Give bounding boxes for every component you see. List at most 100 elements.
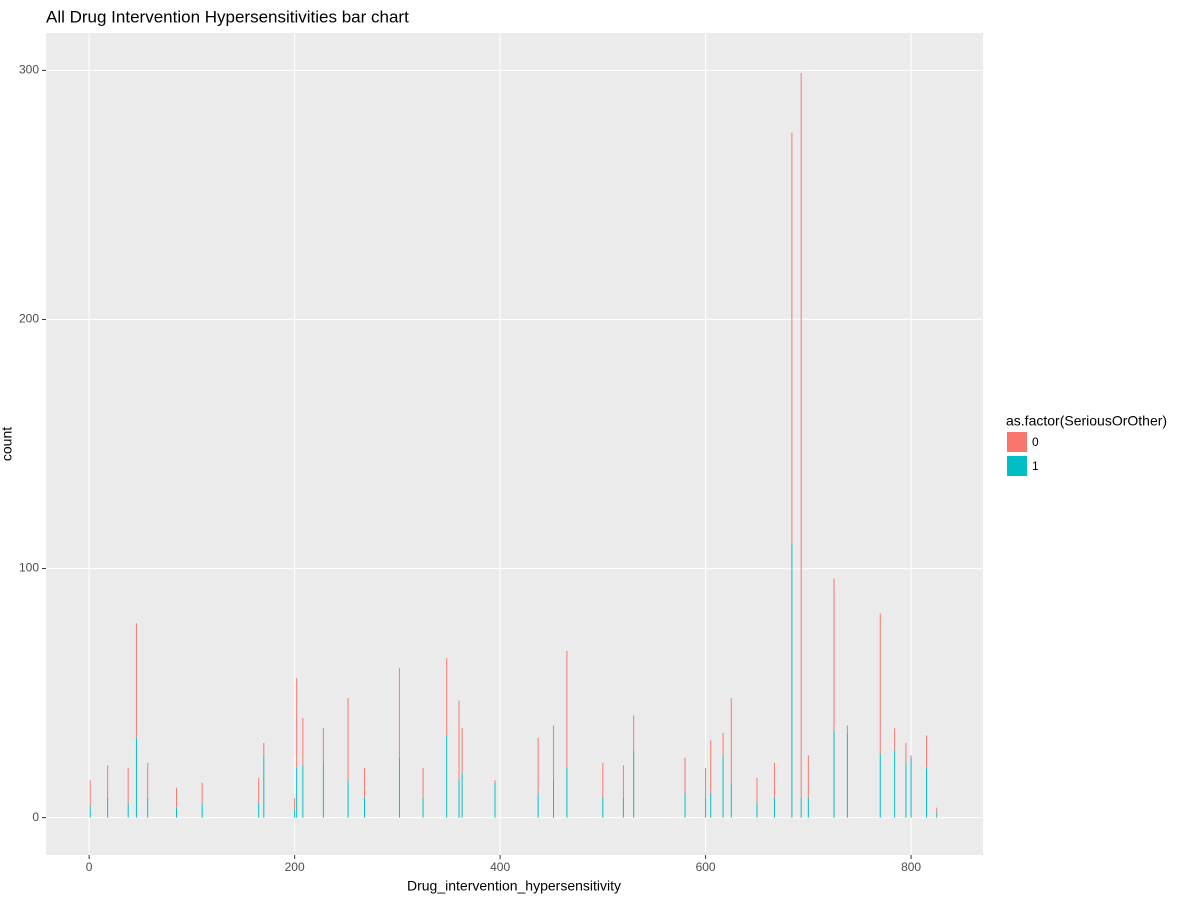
bar-segment — [553, 780, 555, 818]
bar-segment — [458, 700, 460, 781]
bar-segment — [730, 698, 732, 783]
bar-segment — [263, 755, 265, 818]
bar-segment — [494, 780, 496, 783]
bar-segment — [910, 757, 912, 818]
bar-segment — [807, 755, 809, 798]
bar-segment — [347, 780, 349, 818]
bar-segment — [684, 792, 686, 818]
bar-segment — [791, 132, 793, 544]
y-tick-label: 0 — [32, 810, 39, 824]
bar-segment — [147, 762, 149, 798]
bar-segment — [127, 802, 129, 818]
bar-segment — [398, 757, 400, 818]
bar-segment — [422, 767, 424, 798]
bar-segment — [566, 650, 568, 768]
y-axis-label: count — [0, 427, 15, 461]
y-tick-label: 100 — [19, 561, 39, 575]
bar-segment — [633, 715, 635, 751]
bar-segment — [135, 737, 137, 818]
plot-panel — [46, 33, 983, 855]
legend-key — [1007, 432, 1027, 452]
bar-segment — [446, 658, 448, 736]
bar-segment — [537, 792, 539, 818]
bar-segment — [833, 578, 835, 731]
bar-segment — [879, 752, 881, 818]
bar-segment — [322, 727, 324, 763]
bar-segment — [756, 802, 758, 818]
bar-segment — [175, 787, 177, 808]
bar-segment — [258, 777, 260, 803]
x-tick-label: 200 — [285, 860, 305, 874]
bar-segment — [175, 807, 177, 818]
bar-segment — [846, 725, 848, 733]
bar-segment — [294, 797, 296, 811]
bar-segment — [302, 765, 304, 818]
bar-segment — [910, 755, 912, 758]
bar-segment — [602, 797, 604, 818]
bar-segment — [684, 757, 686, 793]
legend-key — [1007, 456, 1027, 476]
bar-segment — [364, 797, 365, 818]
x-axis-label: Drug_intervention_hypersensitivity — [407, 878, 621, 894]
bar-segment — [422, 797, 424, 818]
bar-segment — [201, 802, 203, 818]
legend-label: 1 — [1032, 459, 1039, 473]
bar-segment — [494, 782, 496, 818]
bar-segment — [398, 668, 400, 758]
y-tick-label: 300 — [19, 63, 39, 77]
bar-segment — [107, 765, 109, 798]
bar-segment — [800, 797, 802, 818]
bar-segment — [147, 797, 149, 818]
bar-segment — [201, 782, 203, 803]
bar-segment — [807, 797, 809, 818]
bar-segment — [846, 732, 848, 818]
bar-segment — [722, 732, 724, 756]
bar-segment — [622, 765, 624, 798]
bar-segment — [894, 727, 896, 751]
bar-segment — [879, 613, 881, 753]
bar-segment — [926, 735, 927, 768]
bar-segment — [296, 767, 298, 818]
bar-segment — [905, 742, 907, 763]
bar-segment — [263, 742, 265, 756]
bar-segment — [710, 740, 712, 793]
bar-segment — [461, 772, 463, 818]
bar-segment — [347, 698, 349, 781]
bar-segment — [322, 762, 324, 818]
bar-segment — [302, 718, 304, 766]
x-tick-label: 800 — [901, 860, 921, 874]
bar-segment — [894, 750, 896, 818]
bar-segment — [566, 767, 568, 818]
bar-segment — [553, 725, 555, 781]
legend-title: as.factor(SeriousOrOther) — [1006, 413, 1167, 429]
bar-segment — [936, 807, 938, 813]
x-tick-label: 0 — [86, 860, 93, 874]
bar-segment — [926, 767, 927, 818]
bar-segment — [537, 737, 539, 793]
bar-segment — [135, 623, 137, 738]
y-tick-label: 200 — [19, 312, 39, 326]
bar-segment — [461, 727, 463, 773]
legend-label: 0 — [1032, 435, 1039, 449]
bar-segment — [833, 730, 835, 818]
bar-segment — [258, 802, 260, 818]
bar-segment — [936, 812, 938, 818]
bar-segment — [89, 805, 91, 818]
bar-segment — [127, 767, 129, 803]
bar-segment — [633, 750, 635, 818]
bar-segment — [773, 797, 775, 818]
bar-segment — [722, 755, 724, 818]
bar-segment — [705, 767, 707, 798]
bar-segment — [622, 797, 624, 818]
bar-segment — [905, 762, 907, 818]
bar-segment — [773, 762, 775, 798]
x-tick-label: 600 — [696, 860, 716, 874]
bar-segment — [294, 810, 296, 818]
chart-title: All Drug Intervention Hypersensitivities… — [46, 7, 409, 26]
bar-segment — [458, 780, 460, 818]
bar-segment — [800, 72, 802, 798]
bar-segment — [756, 777, 758, 803]
bar-segment — [296, 678, 298, 768]
bar-segment — [446, 735, 448, 818]
